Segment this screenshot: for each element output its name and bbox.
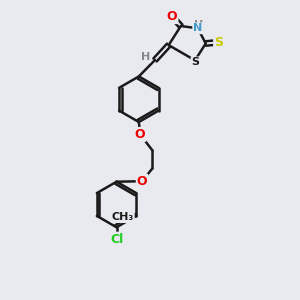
Text: H: H <box>141 52 150 62</box>
Text: O: O <box>137 175 147 188</box>
Text: O: O <box>135 128 146 141</box>
Text: S: S <box>214 36 223 49</box>
Text: H: H <box>194 20 203 30</box>
Text: S: S <box>191 57 200 67</box>
Text: N: N <box>193 23 203 33</box>
Text: CH₃: CH₃ <box>112 212 134 222</box>
Text: Cl: Cl <box>110 233 123 246</box>
Text: O: O <box>167 10 177 23</box>
